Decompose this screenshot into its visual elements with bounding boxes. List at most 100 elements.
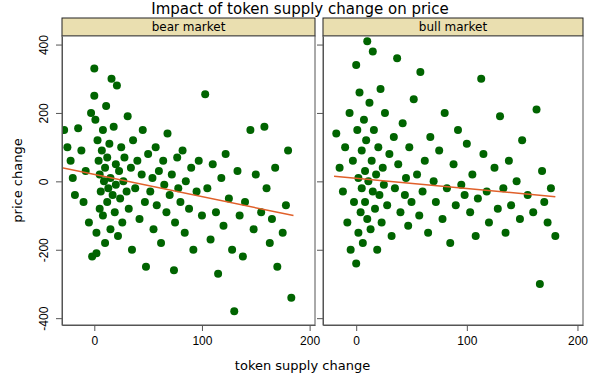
point — [477, 75, 485, 83]
point — [95, 157, 103, 165]
panel-title: bull market — [419, 20, 488, 34]
point — [99, 126, 107, 134]
point — [111, 208, 119, 216]
point — [513, 177, 521, 185]
point — [141, 198, 149, 206]
point — [233, 167, 241, 175]
point — [209, 160, 217, 168]
point — [378, 218, 386, 226]
y-tick-label: 400 — [37, 35, 51, 55]
point — [152, 143, 160, 151]
y-tick — [317, 181, 323, 182]
point — [124, 112, 132, 120]
point — [402, 174, 410, 182]
point — [350, 198, 358, 206]
y-tick — [317, 318, 323, 319]
point — [370, 126, 378, 134]
x-tick-mark — [577, 325, 578, 331]
y-axis-line — [323, 37, 324, 326]
point — [185, 205, 193, 213]
point — [110, 123, 118, 131]
y-tick-label: -400 — [37, 306, 51, 330]
point — [113, 82, 121, 90]
point — [390, 133, 398, 141]
point — [536, 280, 544, 288]
point — [547, 184, 555, 192]
point — [375, 191, 383, 199]
point — [103, 153, 111, 161]
point — [404, 222, 412, 230]
point — [279, 229, 287, 237]
point — [179, 147, 187, 155]
x-axis: 0100200 — [63, 325, 321, 348]
panel-title: bear market — [152, 20, 226, 34]
point — [117, 143, 125, 151]
point — [69, 174, 77, 182]
point — [479, 150, 487, 158]
point — [365, 99, 373, 107]
plot-area — [332, 37, 559, 288]
y-axis-line — [62, 37, 63, 326]
point — [358, 147, 366, 155]
point — [162, 208, 170, 216]
point — [413, 171, 421, 179]
point — [490, 164, 498, 172]
y-tick-label: -200 — [37, 238, 51, 262]
point — [362, 136, 370, 144]
point — [273, 263, 281, 271]
point — [159, 157, 167, 165]
point — [144, 150, 152, 158]
point — [359, 239, 367, 247]
point — [181, 229, 189, 237]
point — [203, 184, 211, 192]
point — [401, 191, 409, 199]
point — [171, 218, 179, 226]
y-tick: 0 — [37, 178, 62, 185]
point — [435, 147, 443, 155]
point — [349, 157, 357, 165]
point — [133, 157, 141, 165]
point — [396, 208, 404, 216]
point — [260, 123, 268, 131]
point — [63, 143, 71, 151]
point — [287, 294, 295, 302]
plot-frame — [62, 36, 315, 325]
point — [551, 232, 559, 240]
point — [271, 164, 279, 172]
point — [399, 119, 407, 127]
point — [150, 225, 158, 233]
point — [146, 188, 154, 196]
point — [346, 109, 354, 117]
point — [118, 218, 126, 226]
x-tick-label: 100 — [192, 334, 212, 348]
point — [67, 157, 75, 165]
y-tick — [317, 250, 323, 251]
point — [153, 201, 161, 209]
point — [74, 124, 82, 132]
point — [505, 157, 513, 165]
point — [544, 218, 552, 226]
point — [77, 147, 85, 155]
point — [87, 109, 95, 117]
point — [98, 147, 106, 155]
point — [443, 184, 451, 192]
y-axis — [317, 37, 324, 326]
point — [463, 140, 471, 148]
point — [354, 229, 362, 237]
y-tick-mark — [317, 113, 323, 114]
point — [92, 249, 100, 257]
point — [148, 174, 156, 182]
point — [198, 212, 206, 220]
y-axis: -400-2000200400 — [37, 35, 63, 331]
point — [332, 129, 340, 137]
x-tick-mark — [467, 325, 468, 331]
point — [393, 54, 401, 62]
point — [170, 266, 178, 274]
point — [128, 246, 136, 254]
point — [125, 205, 133, 213]
x-tick-mark — [94, 325, 95, 331]
point — [282, 201, 290, 209]
point — [533, 106, 541, 114]
point — [104, 184, 112, 192]
point — [367, 225, 375, 233]
